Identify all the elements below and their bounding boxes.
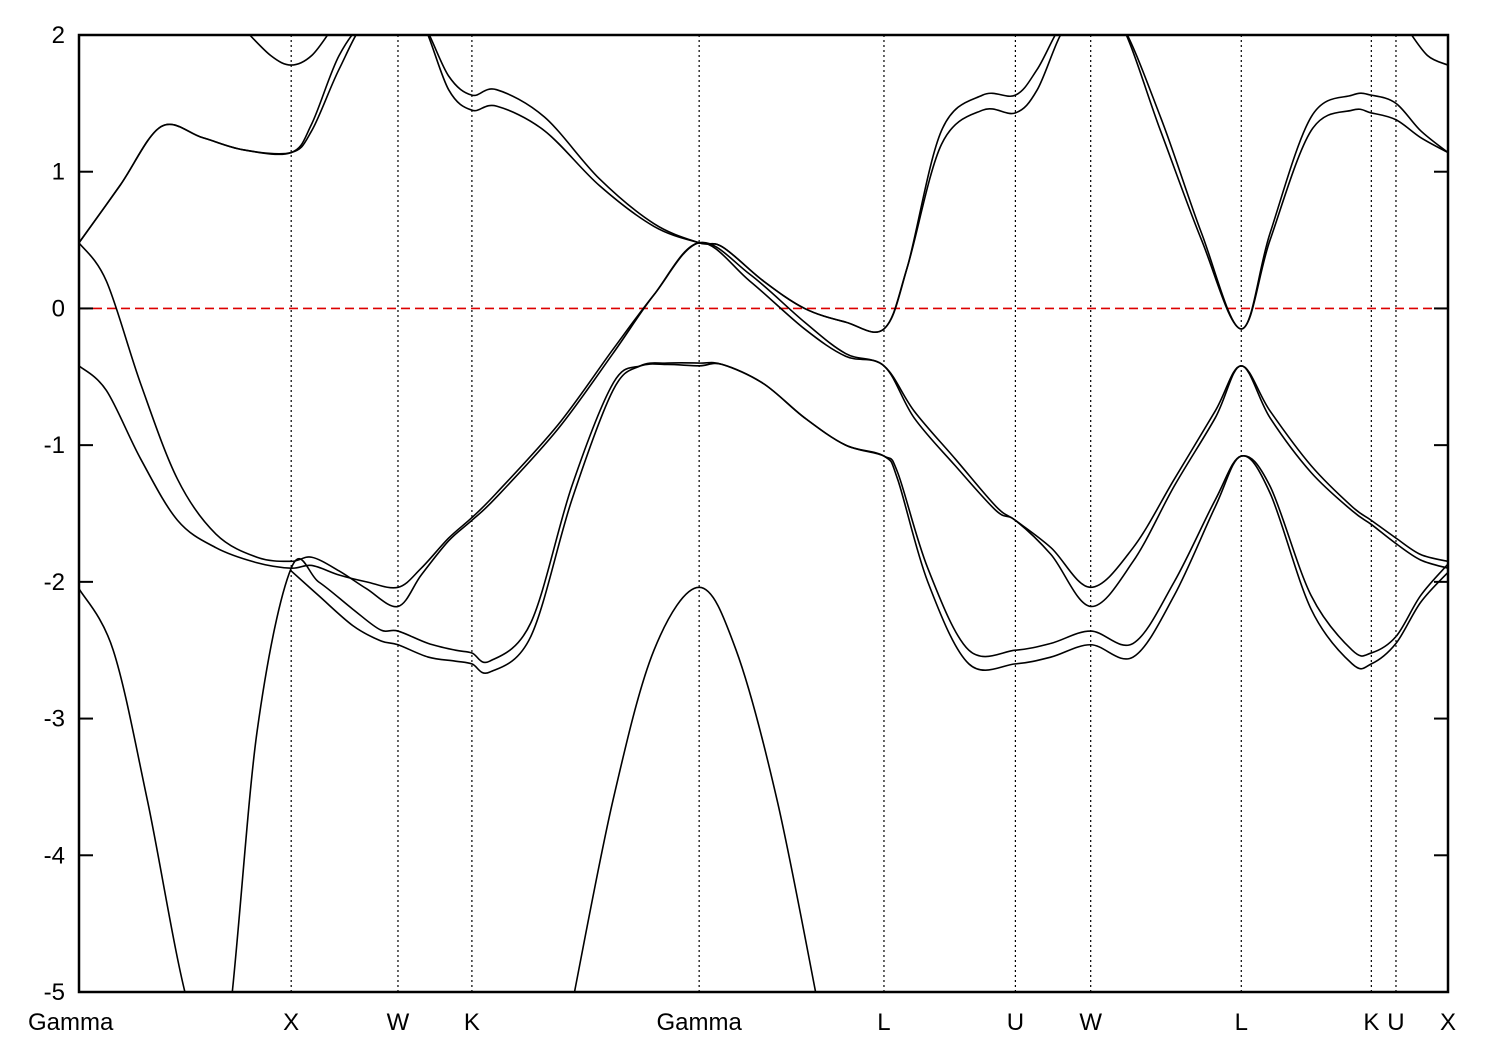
x-axis: Gamma X W K Gamma L U W L K U X [28, 1009, 1456, 1036]
band-line-4 [290, 361, 1448, 674]
band-line-6 [79, 35, 1448, 333]
plot-frame [77, 33, 1450, 994]
x-tick-label: Gamma [28, 1009, 114, 1036]
x-tick-label: X [283, 1009, 299, 1036]
y-tick-label: 2 [52, 22, 65, 49]
y-tick-label: -2 [44, 569, 65, 596]
y-tick-label: -1 [44, 432, 65, 459]
band-lines [79, 35, 1448, 992]
y-tick-label: 0 [52, 295, 65, 322]
x-tick-label: U [1387, 1009, 1404, 1036]
x-tick-label: X [1440, 1009, 1456, 1036]
band-line-5 [573, 586, 817, 992]
band-line-1 [79, 241, 1448, 589]
x-tick-label: L [877, 1009, 890, 1036]
x-tick-label: U [1007, 1009, 1024, 1036]
x-tick-label: W [387, 1009, 410, 1036]
x-tick-label: Gamma [656, 1009, 742, 1036]
y-tick-label: 1 [52, 159, 65, 186]
band-line-9 [1410, 35, 1448, 66]
kpoint-gridlines [290, 35, 1397, 992]
band-line-7 [79, 35, 1448, 333]
y-tick-label: -3 [44, 706, 65, 733]
band-line-3 [79, 362, 1448, 992]
x-tick-label: K [464, 1009, 480, 1036]
x-tick-label: K [1363, 1009, 1379, 1036]
band-line-8 [248, 35, 329, 66]
band-line-2 [79, 242, 1448, 608]
y-axis: -5 -4 -3 -2 -1 0 1 2 [44, 22, 1448, 1006]
x-tick-label: W [1079, 1009, 1102, 1036]
y-tick-label: -4 [44, 842, 65, 869]
y-tick-label: -5 [44, 979, 65, 1006]
x-tick-label: L [1235, 1009, 1248, 1036]
